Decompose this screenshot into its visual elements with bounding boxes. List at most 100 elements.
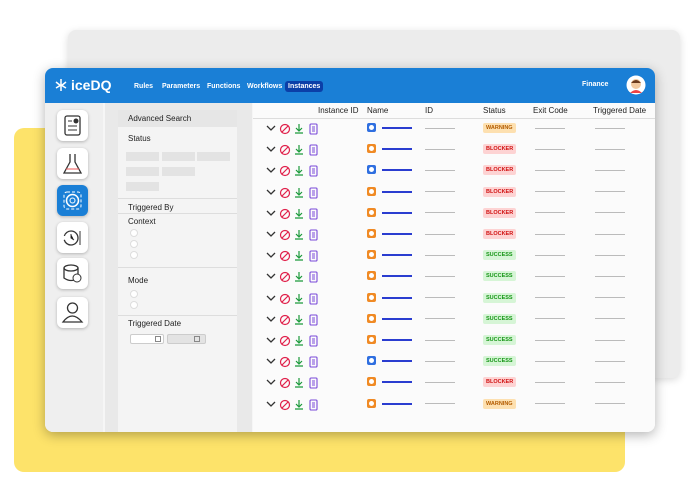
id-placeholder xyxy=(425,360,455,362)
exit-code-placeholder xyxy=(535,339,565,341)
radio[interactable] xyxy=(130,290,138,298)
name-link[interactable] xyxy=(382,275,412,278)
status-option[interactable] xyxy=(162,167,195,176)
date-placeholder xyxy=(595,339,625,341)
name-icon xyxy=(367,123,376,132)
status-badge: SUCCESS xyxy=(483,335,516,345)
date-placeholder xyxy=(595,233,625,235)
row-actions[interactable] xyxy=(265,376,325,394)
triggered-by-label: Triggered By xyxy=(128,203,174,212)
status-badge: BLOCKER xyxy=(483,207,517,218)
exit-code-placeholder xyxy=(535,318,565,320)
row-actions[interactable] xyxy=(265,398,325,416)
status-option[interactable] xyxy=(162,152,195,161)
row-actions[interactable] xyxy=(265,270,325,288)
radio[interactable] xyxy=(130,301,138,309)
name-link[interactable] xyxy=(382,148,412,151)
name-icon xyxy=(367,292,376,302)
avatar[interactable] xyxy=(626,75,646,95)
status-badge: BLOCKER xyxy=(483,144,517,155)
radio[interactable] xyxy=(130,229,138,237)
name-link[interactable] xyxy=(382,127,412,129)
status-option[interactable] xyxy=(126,167,159,176)
date-placeholder xyxy=(595,381,625,383)
radio[interactable] xyxy=(130,240,138,248)
nav-item[interactable]: Workflows xyxy=(247,83,283,90)
sidebar-icon[interactable] xyxy=(57,148,88,179)
column-header: Triggered Date xyxy=(593,106,647,115)
date-placeholder xyxy=(595,275,625,277)
name-link[interactable] xyxy=(382,169,412,172)
search-header xyxy=(118,110,237,127)
sidebar-icon[interactable] xyxy=(57,110,88,141)
row-actions[interactable] xyxy=(265,355,325,373)
row-actions[interactable] xyxy=(265,249,325,267)
status-option[interactable] xyxy=(197,152,230,161)
name-link[interactable] xyxy=(382,339,412,341)
date-input[interactable] xyxy=(130,334,164,344)
name-icon xyxy=(367,313,376,323)
name-link[interactable] xyxy=(382,381,412,384)
name-icon xyxy=(367,377,376,387)
sidebar-icon[interactable] xyxy=(57,222,88,253)
mode-label: Mode xyxy=(128,276,149,285)
date-placeholder xyxy=(595,403,625,405)
top-bar xyxy=(45,68,655,103)
row-actions[interactable] xyxy=(265,122,325,140)
status-option[interactable] xyxy=(126,182,159,191)
name-icon xyxy=(367,271,376,281)
id-placeholder xyxy=(425,148,455,150)
name-link[interactable] xyxy=(382,296,412,299)
row-actions[interactable] xyxy=(265,334,325,352)
sidebar-icon[interactable] xyxy=(57,297,88,328)
name-link[interactable] xyxy=(382,254,412,257)
name-icon xyxy=(367,398,376,408)
nav-item[interactable]: Instances xyxy=(285,81,324,92)
status-badge: BLOCKER xyxy=(483,186,517,197)
name-icon xyxy=(367,335,376,344)
status-badge: SUCCESS xyxy=(483,271,516,282)
name-link[interactable] xyxy=(382,190,412,193)
nav-item[interactable]: Functions xyxy=(207,83,241,90)
name-link[interactable] xyxy=(382,233,412,235)
sidebar-icon[interactable] xyxy=(57,258,88,289)
status-badge: SUCCESS xyxy=(483,313,516,324)
separator xyxy=(118,267,237,268)
exit-code-placeholder xyxy=(535,127,565,129)
row-actions[interactable] xyxy=(265,207,325,225)
nav-item[interactable]: Rules xyxy=(134,83,154,90)
id-placeholder xyxy=(425,212,455,214)
date-placeholder xyxy=(595,360,625,362)
id-placeholder xyxy=(425,127,455,129)
name-link[interactable] xyxy=(382,360,412,363)
status-label: Status xyxy=(128,134,151,143)
status-badge: BLOCKER xyxy=(483,229,517,239)
row-actions[interactable] xyxy=(265,292,325,310)
name-icon xyxy=(367,250,376,260)
row-actions[interactable] xyxy=(265,143,325,161)
row-actions[interactable] xyxy=(265,186,325,204)
id-placeholder xyxy=(425,254,455,256)
row-actions[interactable] xyxy=(265,228,325,246)
sidebar-icon[interactable] xyxy=(57,185,88,216)
name-icon xyxy=(367,229,376,238)
name-link[interactable] xyxy=(382,317,412,320)
status-badge: SUCCESS xyxy=(483,292,516,303)
nav-item[interactable]: Parameters xyxy=(162,83,201,90)
status-badge: WARNING xyxy=(483,123,516,133)
name-icon xyxy=(367,356,376,366)
user-name[interactable]: Finance xyxy=(582,81,609,88)
row-actions[interactable] xyxy=(265,313,325,331)
search-title: Advanced Search xyxy=(128,114,192,123)
name-link[interactable] xyxy=(382,211,412,214)
row-actions[interactable] xyxy=(265,164,325,182)
date-placeholder xyxy=(595,297,625,299)
date-input[interactable] xyxy=(167,334,206,344)
radio[interactable] xyxy=(130,251,138,259)
id-placeholder xyxy=(425,381,455,383)
exit-code-placeholder xyxy=(535,275,565,277)
exit-code-placeholder xyxy=(535,381,565,383)
name-link[interactable] xyxy=(382,402,412,405)
status-option[interactable] xyxy=(126,152,159,161)
